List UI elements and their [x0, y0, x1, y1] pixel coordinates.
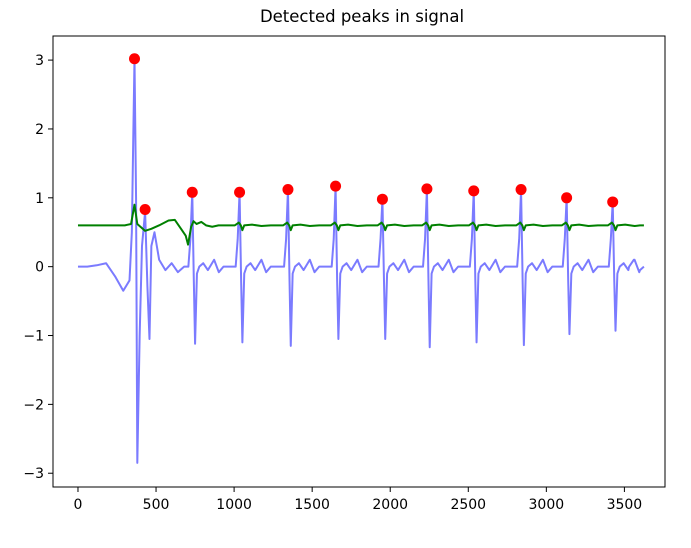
peak-marker	[515, 184, 527, 196]
peak-marker	[607, 196, 619, 208]
peak-marker	[139, 204, 151, 216]
peak-marker	[468, 185, 480, 197]
x-axis: 0 500 1000 1500 2000 2500 3000 3500	[74, 487, 643, 513]
threshold-line	[77, 203, 644, 246]
x-tick-label: 500	[143, 497, 170, 513]
y-tick-label: −1	[23, 329, 44, 345]
peak-markers	[129, 53, 619, 216]
peak-marker	[282, 184, 294, 196]
x-tick-label: 2500	[450, 497, 486, 513]
chart-title: Detected peaks in signal	[260, 7, 464, 26]
x-tick-label: 0	[74, 497, 83, 513]
peak-marker	[234, 186, 246, 198]
y-tick-label: 1	[35, 191, 44, 207]
peak-marker	[186, 186, 198, 198]
peak-marker	[421, 183, 433, 195]
y-axis: −3 −2 −1 0 1 2 3	[23, 53, 53, 482]
signal-line	[77, 57, 645, 464]
y-tick-label: −2	[23, 397, 44, 413]
peak-marker	[376, 193, 388, 205]
peak-marker	[129, 53, 140, 65]
x-tick-label: 3500	[607, 497, 643, 513]
y-tick-label: 3	[35, 53, 44, 69]
x-tick-label: 1500	[294, 497, 330, 513]
y-tick-label: 2	[35, 122, 44, 138]
y-tick-label: −3	[23, 466, 44, 482]
x-tick-label: 2000	[372, 497, 408, 513]
series-layer	[77, 57, 645, 464]
peak-marker	[561, 192, 573, 204]
peak-marker	[330, 180, 342, 192]
plot-area-frame	[52, 35, 666, 488]
y-tick-label: 0	[35, 260, 44, 276]
x-tick-label: 3000	[529, 497, 565, 513]
x-tick-label: 1000	[216, 497, 252, 513]
